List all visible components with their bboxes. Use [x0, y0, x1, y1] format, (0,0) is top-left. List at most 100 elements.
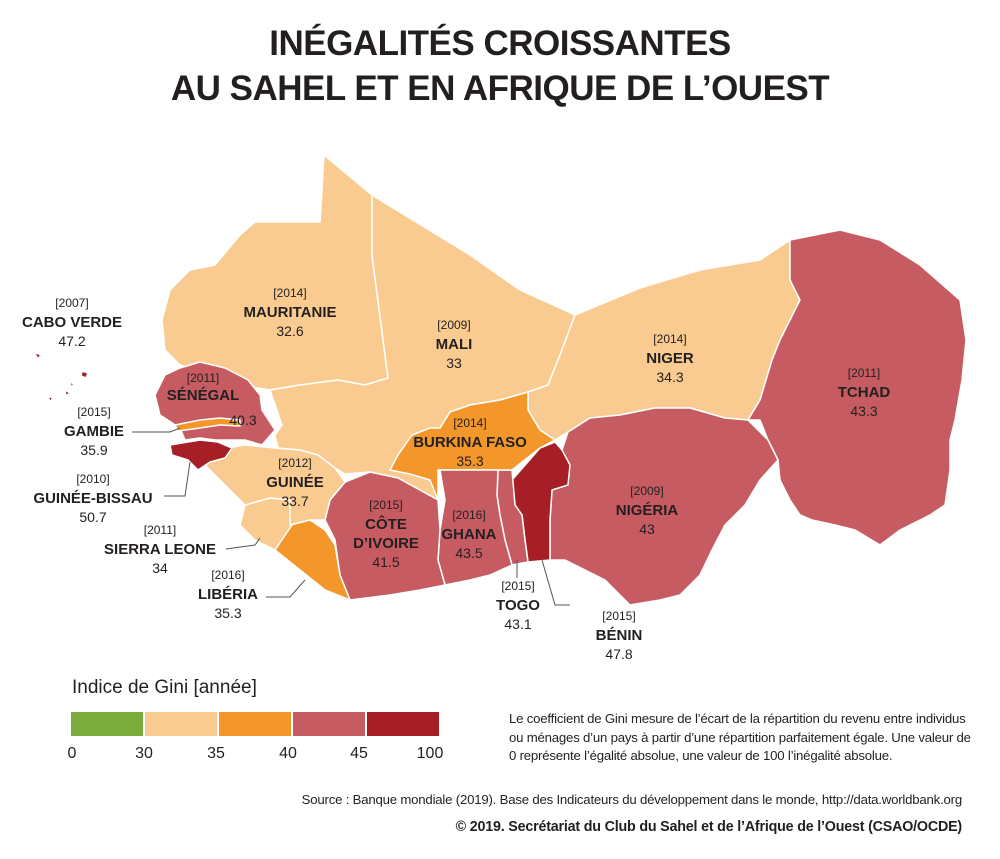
year: [2015]: [602, 609, 636, 623]
year: [2016]: [452, 508, 486, 522]
label-guinee-bissau: [2010] GUINÉE-BISSAU 50.7: [33, 470, 152, 527]
gini-value: 32.6: [276, 323, 304, 339]
country-tchad: [747, 229, 967, 546]
gini-value: 35.3: [214, 605, 242, 621]
country-name: MALI: [435, 336, 473, 353]
gini-value: 47.8: [605, 646, 633, 662]
year: [2011]: [847, 366, 881, 380]
label-sierra-leone: [2011] SIERRA LEONE 34: [104, 521, 216, 578]
country-name: SIERRA LEONE: [104, 541, 216, 558]
label-liberia: [2016] LIBÉRIA 35.3: [198, 566, 258, 623]
gini-description: Le coefficient de Gini mesure de l’écart…: [509, 711, 971, 763]
gini-value: 33.7: [281, 493, 309, 509]
legend-swatch-45-100: [367, 712, 441, 736]
label-senegal: [2011] SÉNÉGAL: [167, 370, 240, 404]
country-guinee: [204, 444, 346, 526]
legend-swatch-0-30: [71, 712, 145, 736]
country-mauritanie: [161, 154, 389, 391]
legend-title: Indice de Gini [année]: [72, 677, 257, 698]
gini-value: 43.3: [850, 403, 878, 419]
gini-value: 43: [639, 521, 655, 537]
label-togo: [2015] TOGO 43.1: [496, 577, 540, 634]
country-name: GAMBIE: [64, 423, 124, 440]
country-name: GHANA: [441, 526, 497, 543]
year: [2009]: [630, 484, 664, 498]
country-cabo-verde: [33, 351, 89, 403]
year: [2009]: [437, 318, 471, 332]
country-cote-divoire: [324, 471, 446, 601]
year: [2014]: [453, 416, 487, 430]
label-cabo-verde: [2007] CABO VERDE 47.2: [22, 294, 122, 351]
country-guinee-bissau: [169, 439, 233, 471]
gini-value: 34: [152, 560, 168, 576]
gini-value: 41.5: [372, 554, 400, 570]
gini-value: 34.3: [656, 369, 684, 385]
leader-guinee-bissau: [164, 461, 191, 497]
gini-value: 40.3: [229, 412, 257, 428]
label-burkina-faso: [2014] BURKINA FASO 35.3: [413, 414, 527, 471]
country-name: GUINÉE-BISSAU: [33, 490, 153, 507]
year: [2010]: [76, 472, 110, 486]
country-name: D’IVOIRE: [353, 535, 419, 552]
country-name: CABO VERDE: [21, 314, 123, 331]
copyright-note: © 2019. Secrétariat du Club du Sahel et …: [455, 819, 963, 835]
value-senegal: 40.3: [229, 411, 256, 430]
legend-swatch-35-40: [219, 712, 293, 736]
year: [2014]: [653, 332, 687, 346]
country-name: GUINÉE: [266, 474, 324, 491]
gini-value: 43.5: [455, 545, 483, 561]
leader-benin: [541, 559, 570, 606]
leader-liberia: [266, 579, 306, 598]
year: [2015]: [369, 498, 403, 512]
country-name: BÉNIN: [595, 627, 643, 644]
legend-swatch-30-35: [145, 712, 219, 736]
gini-value: 35.3: [456, 453, 484, 469]
country-liberia: [274, 519, 351, 601]
legend-tick: 100: [416, 745, 444, 762]
label-nigeria: [2009] NIGÉRIA 43: [616, 482, 679, 539]
title-line-2: AU SAHEL ET EN AFRIQUE DE L’OUEST: [170, 69, 830, 108]
gini-value: 50.7: [79, 509, 107, 525]
country-name: TOGO: [496, 597, 540, 614]
year: [2007]: [55, 296, 89, 310]
country-name: NIGER: [646, 350, 694, 367]
year: [2015]: [77, 405, 111, 419]
country-name: CÔTE: [365, 516, 407, 533]
legend-tick: 40: [279, 745, 297, 762]
label-ghana: [2016] GHANA 43.5: [442, 506, 497, 563]
gini-value: 33: [446, 355, 462, 371]
country-name: MAURITANIE: [243, 304, 337, 321]
label-gambie: [2015] GAMBIE 35.9: [64, 403, 124, 460]
legend-tick: 30: [135, 745, 153, 762]
year: [2011]: [143, 523, 177, 537]
gini-value: 47.2: [58, 333, 86, 349]
label-guinee: [2012] GUINÉE 33.7: [266, 454, 324, 511]
title-line-1: INÉGALITÉS CROISSANTES: [269, 24, 731, 63]
label-niger: [2014] NIGER 34.3: [646, 330, 694, 387]
country-name: BURKINA FASO: [413, 434, 527, 451]
legend-tick: 35: [207, 745, 225, 762]
source-note: Source : Banque mondiale (2019). Base de…: [301, 792, 963, 807]
country-gambie: [174, 417, 241, 432]
legend-color-scale: [71, 712, 441, 736]
leader-sierra-leone: [225, 537, 261, 550]
label-mauritanie: [2014] MAURITANIE 32.6: [243, 284, 336, 341]
label-benin: [2015] BÉNIN 47.8: [596, 607, 643, 664]
year: [2016]: [211, 568, 245, 582]
country-name: TCHAD: [837, 384, 891, 401]
leader-gambie: [132, 427, 181, 433]
year: [2011]: [186, 371, 220, 385]
gini-value: 35.9: [80, 442, 108, 458]
year: [2015]: [501, 579, 535, 593]
country-name: LIBÉRIA: [198, 586, 258, 603]
legend-swatch-40-45: [293, 712, 367, 736]
legend-tick: 45: [350, 745, 368, 762]
legend-tick: 0: [67, 745, 77, 762]
label-cote-divoire: [2015] CÔTE D’IVOIRE 41.5: [353, 496, 419, 572]
country-name: SÉNÉGAL: [166, 387, 240, 404]
country-name: NIGÉRIA: [615, 502, 679, 519]
gini-value: 43.1: [504, 616, 532, 632]
year: [2014]: [273, 286, 307, 300]
label-tchad: [2011] TCHAD 43.3: [838, 364, 891, 421]
